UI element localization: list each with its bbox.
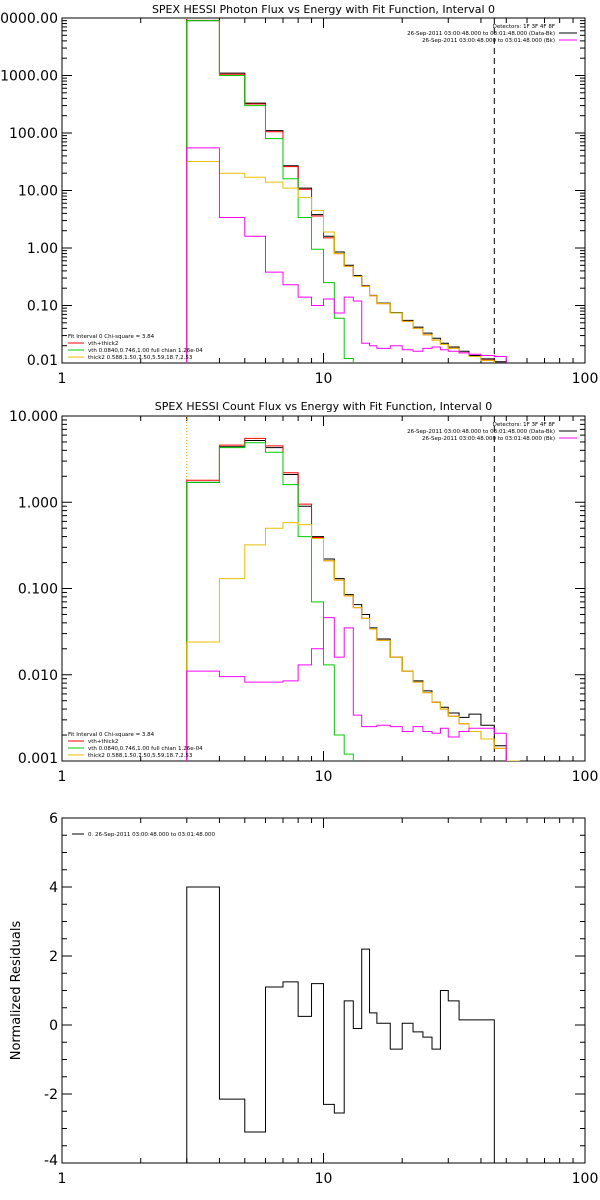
y-tick-label: 2: [49, 949, 58, 965]
y-tick-label: -4: [44, 1153, 58, 1169]
y-tick-label: 0.001: [18, 751, 58, 767]
y-tick-label: -2: [44, 1087, 58, 1103]
series-vth: [186, 20, 354, 363]
series-bk: [186, 617, 507, 761]
x-tick-label: 10: [315, 1171, 333, 1187]
y-axis: [62, 817, 585, 1164]
legend-entry: Detectors: 1F 3F 4F 8F: [493, 422, 555, 428]
legend-entry: 26-Sep-2011 03:00:48.000 to 03:01:48.000…: [407, 31, 555, 37]
series-residuals: [186, 886, 495, 1163]
fit-info: Fit Interval 0 Chi-square = 3.84: [68, 732, 155, 738]
legend-entry: vth 0.0840,0.746,1.00 full chian 1.26e-0…: [88, 746, 203, 752]
y-tick-label: 1.00: [27, 241, 58, 257]
legend-entry: Detectors: 1F 3F 4F 8F: [493, 24, 555, 30]
series-data-bk: [186, 20, 507, 363]
y-tick-label: 1000.00: [0, 69, 58, 85]
x-tick-label: 100: [572, 769, 599, 785]
legend-entry: 26-Sep-2011 03:00:48.000 to 03:01:48.000…: [407, 429, 555, 435]
y-tick-label: 0.100: [18, 582, 58, 598]
series-bk: [186, 147, 507, 363]
chart-title: SPEX HESSI Photon Flux vs Energy with Fi…: [152, 3, 495, 16]
series-thick2: [186, 522, 520, 761]
y-tick-label: 4: [49, 880, 58, 896]
x-tick-label: 10: [315, 371, 333, 387]
legend-entry: vth 0.0840,0.746,1.00 full chian 1.26e-0…: [88, 348, 203, 354]
y-axis: [62, 17, 585, 364]
x-tick-label: 1: [58, 371, 67, 387]
y-axis: [62, 415, 585, 762]
y-tick-label: 6: [49, 811, 58, 827]
legend-entry: thick2 0.588,1.50,7.50,5.59,18.7,2.53: [88, 753, 193, 759]
y-axis-label: Normalized Residuals: [9, 921, 24, 1061]
y-tick-label: 10.000: [9, 409, 58, 425]
count-flux-chart: SPEX HESSI Count Flux vs Energy with Fit…: [9, 400, 599, 785]
legend-entry: 26-Sep-2011 03:00:48.000 to 03:01:48.000…: [422, 436, 555, 442]
photon-flux-chart: SPEX HESSI Photon Flux vs Energy with Fi…: [0, 3, 599, 387]
y-tick-label: 0.010: [18, 668, 58, 684]
y-tick-label: 10.00: [18, 184, 58, 200]
series-vth-thick2: [186, 19, 495, 363]
y-tick-label: 0.10: [27, 299, 58, 315]
fit-info: Fit Interval 0 Chi-square = 3.84: [68, 334, 155, 340]
chart-title: SPEX HESSI Count Flux vs Energy with Fit…: [155, 400, 492, 413]
legend-entry: vth+thick2: [88, 739, 118, 745]
residuals-chart: 1 10 100 -4 -2 0 2 4 6 Normalized Residuals 0. 26-…: [9, 811, 598, 1187]
x-tick-label: 10: [315, 769, 333, 785]
x-tick-label: 100: [572, 1171, 599, 1187]
x-axis: [61, 818, 586, 1163]
series-vth: [186, 442, 354, 761]
plot-frame: [61, 415, 586, 762]
y-tick-label: 1.000: [18, 495, 58, 511]
x-tick-label: 100: [572, 371, 599, 387]
plot-frame: [61, 17, 586, 364]
x-tick-label: 1: [58, 1171, 67, 1187]
legend-entry: 26-Sep-2011 03:00:48.000 to 03:01:48.000…: [422, 38, 555, 44]
series-thick2: [186, 160, 495, 363]
x-axis: [61, 18, 586, 363]
y-tick-label: 100.00: [9, 126, 58, 142]
x-tick-label: 1: [58, 769, 67, 785]
legend-entry: thick2 0.588,1.50,7.50,5.59,18.7,2.53: [88, 355, 193, 361]
x-axis: [61, 416, 586, 761]
y-tick-label: 0.01: [27, 353, 58, 369]
legend-entry: vth+thick2: [88, 341, 118, 347]
legend-entry: 0. 26-Sep-2011 03:00:48.000 to 03:01:48.…: [88, 832, 215, 838]
y-tick-label: 10000.00: [0, 11, 58, 27]
y-tick-label: 0: [49, 1018, 58, 1034]
